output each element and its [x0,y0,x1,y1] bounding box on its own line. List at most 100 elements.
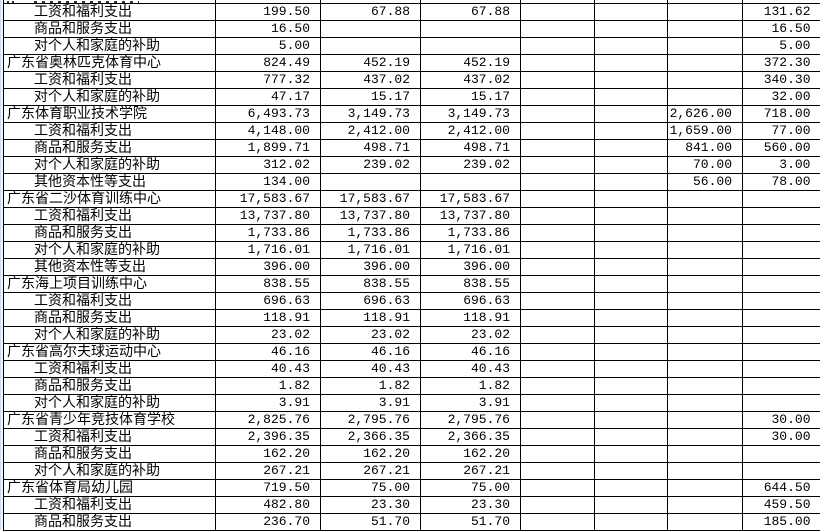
amount-cell[interactable]: 838.55 [321,276,421,293]
amount-cell[interactable] [743,395,820,412]
row-label-cell[interactable]: 对个人和家庭的补助 [4,395,216,412]
amount-cell[interactable] [595,106,668,123]
amount-cell[interactable] [668,259,743,276]
amount-cell[interactable]: 13,737.80 [421,208,521,225]
amount-cell[interactable] [521,429,595,446]
amount-cell[interactable] [743,293,820,310]
amount-cell[interactable] [668,497,743,514]
amount-cell[interactable] [521,0,595,4]
amount-cell[interactable] [521,157,595,174]
amount-cell[interactable]: 40.43 [216,361,321,378]
amount-cell[interactable]: 15.17 [321,89,421,106]
amount-cell[interactable] [216,0,321,4]
amount-cell[interactable] [521,191,595,208]
amount-cell[interactable]: 131.62 [743,4,820,21]
amount-cell[interactable] [521,514,595,531]
amount-cell[interactable] [521,4,595,21]
amount-cell[interactable] [595,72,668,89]
amount-cell[interactable]: 459.50 [743,497,820,514]
amount-cell[interactable]: 13,737.80 [321,208,421,225]
amount-cell[interactable] [521,208,595,225]
amount-cell[interactable]: 51.70 [321,514,421,531]
amount-cell[interactable]: 46.16 [321,344,421,361]
amount-cell[interactable]: 40.43 [421,361,521,378]
amount-cell[interactable]: 15.17 [421,89,521,106]
amount-cell[interactable] [521,378,595,395]
amount-cell[interactable]: 32.00 [743,89,820,106]
amount-cell[interactable] [595,259,668,276]
amount-cell[interactable] [521,242,595,259]
amount-cell[interactable] [743,276,820,293]
amount-cell[interactable]: 239.02 [421,157,521,174]
amount-cell[interactable] [668,327,743,344]
amount-cell[interactable] [743,208,820,225]
amount-cell[interactable] [595,480,668,497]
row-label-cell[interactable]: 工资和福利支出 [4,293,216,310]
amount-cell[interactable] [521,21,595,38]
amount-cell[interactable] [521,412,595,429]
amount-cell[interactable] [668,242,743,259]
amount-cell[interactable] [668,293,743,310]
amount-cell[interactable] [595,344,668,361]
amount-cell[interactable] [521,361,595,378]
amount-cell[interactable] [595,327,668,344]
amount-cell[interactable] [521,480,595,497]
amount-cell[interactable]: 67.88 [321,4,421,21]
amount-cell[interactable]: 23.02 [421,327,521,344]
amount-cell[interactable] [595,21,668,38]
amount-cell[interactable]: 2,825.76 [216,412,321,429]
row-label-cell[interactable]: 广东海上项目训练中心 [4,276,216,293]
amount-cell[interactable] [521,106,595,123]
amount-cell[interactable]: 2,795.76 [321,412,421,429]
amount-cell[interactable]: 777.32 [216,72,321,89]
row-label-cell[interactable]: 工资和福利支出 [4,72,216,89]
amount-cell[interactable]: 2,396.35 [216,429,321,446]
amount-cell[interactable]: 30.00 [743,412,820,429]
amount-cell[interactable]: 824.49 [216,55,321,72]
amount-cell[interactable] [521,55,595,72]
amount-cell[interactable] [521,225,595,242]
row-label-cell[interactable]: 广东省青少年竞技体育学校 [4,412,216,429]
amount-cell[interactable] [595,55,668,72]
amount-cell[interactable] [668,429,743,446]
amount-cell[interactable]: 75.00 [421,480,521,497]
amount-cell[interactable] [595,429,668,446]
row-label-cell[interactable]: 商品和服务支出 [4,225,216,242]
amount-cell[interactable] [743,378,820,395]
row-label-cell[interactable]: 其他资本性等支出 [4,259,216,276]
amount-cell[interactable] [595,123,668,140]
amount-cell[interactable]: 1.82 [216,378,321,395]
amount-cell[interactable]: 498.71 [421,140,521,157]
row-label-cell[interactable]: 对个人和家庭的补助 [4,242,216,259]
row-label-cell[interactable]: 对个人和家庭的补助 [4,157,216,174]
amount-cell[interactable]: 3.91 [421,395,521,412]
amount-cell[interactable] [521,293,595,310]
amount-cell[interactable]: 23.30 [421,497,521,514]
amount-cell[interactable] [668,191,743,208]
amount-cell[interactable]: 372.30 [743,55,820,72]
row-label-cell[interactable]: 广东省奥林匹克体育中心 [4,55,216,72]
amount-cell[interactable]: 2,626.00 [668,106,743,123]
amount-cell[interactable]: 396.00 [421,259,521,276]
amount-cell[interactable]: 312.02 [216,157,321,174]
row-label-cell[interactable]: 工资和福利支出 [4,497,216,514]
amount-cell[interactable]: 452.19 [421,55,521,72]
amount-cell[interactable]: 3,149.73 [421,106,521,123]
amount-cell[interactable] [521,140,595,157]
row-label-cell[interactable]: 工资和福利支出 [4,123,216,140]
amount-cell[interactable]: 718.00 [743,106,820,123]
amount-cell[interactable] [595,310,668,327]
amount-cell[interactable]: 1.82 [321,378,421,395]
amount-cell[interactable]: 67.88 [421,4,521,21]
amount-cell[interactable]: 3.00 [743,157,820,174]
amount-cell[interactable]: 17,583.67 [321,191,421,208]
amount-cell[interactable]: 452.19 [321,55,421,72]
amount-cell[interactable] [595,361,668,378]
amount-cell[interactable] [668,463,743,480]
amount-cell[interactable] [743,242,820,259]
amount-cell[interactable]: 17,583.67 [421,191,521,208]
amount-cell[interactable]: 23.02 [321,327,421,344]
amount-cell[interactable]: 4,148.00 [216,123,321,140]
amount-cell[interactable]: 396.00 [321,259,421,276]
amount-cell[interactable]: 16.50 [743,21,820,38]
